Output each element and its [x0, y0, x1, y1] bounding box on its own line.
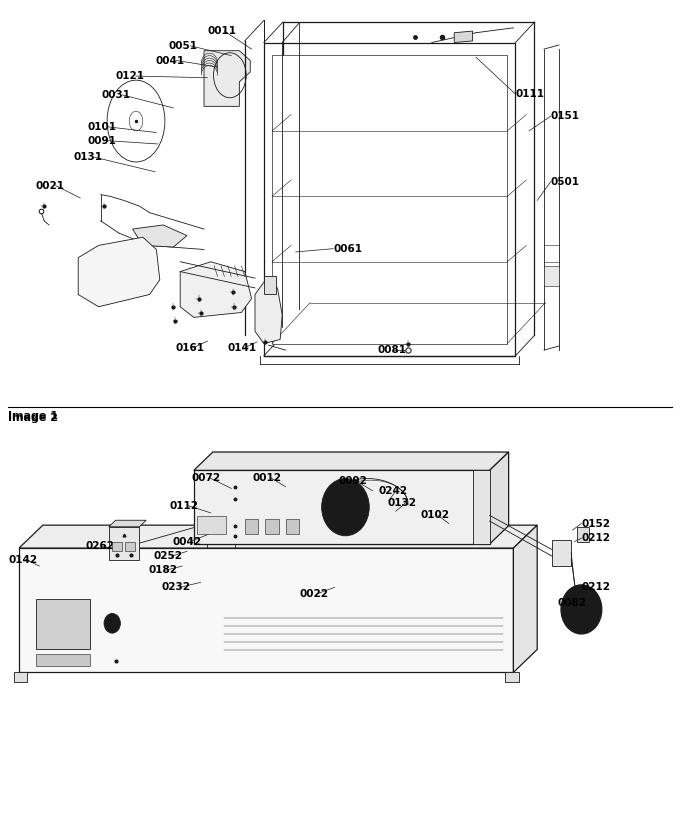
Polygon shape: [194, 470, 490, 544]
Bar: [264, 276, 276, 294]
Polygon shape: [19, 525, 537, 548]
Text: 0021: 0021: [35, 181, 65, 191]
Text: 0112: 0112: [170, 501, 199, 510]
Text: 0042: 0042: [173, 537, 202, 546]
Polygon shape: [505, 672, 519, 682]
Text: 0242: 0242: [378, 486, 407, 496]
Polygon shape: [133, 225, 187, 247]
Circle shape: [573, 600, 590, 619]
Text: 0101: 0101: [87, 122, 116, 132]
Circle shape: [561, 585, 602, 634]
Polygon shape: [577, 527, 589, 542]
Text: 0081: 0081: [377, 345, 407, 355]
Text: 0152: 0152: [581, 519, 611, 528]
Text: 0131: 0131: [73, 152, 103, 162]
Text: 0161: 0161: [175, 343, 205, 353]
Polygon shape: [490, 452, 509, 544]
Text: 0121: 0121: [116, 71, 145, 81]
Polygon shape: [264, 43, 515, 356]
Polygon shape: [204, 51, 250, 106]
Text: 0182: 0182: [148, 565, 177, 575]
Polygon shape: [194, 452, 509, 470]
Text: 0262: 0262: [85, 542, 114, 551]
Text: 0141: 0141: [228, 343, 257, 353]
Text: 0091: 0091: [87, 136, 116, 146]
Bar: [36, 654, 90, 666]
Polygon shape: [552, 540, 571, 566]
Bar: [245, 519, 258, 534]
Bar: [112, 542, 122, 551]
Text: 0102: 0102: [420, 510, 449, 520]
Bar: [36, 599, 90, 649]
Text: 0051: 0051: [169, 41, 198, 51]
Text: Image 2: Image 2: [8, 413, 58, 423]
Text: 0212: 0212: [581, 533, 611, 543]
Bar: [286, 519, 299, 534]
Bar: [125, 542, 135, 551]
Text: 0212: 0212: [581, 582, 611, 592]
Text: 0151: 0151: [551, 111, 580, 121]
Text: 0011: 0011: [207, 26, 237, 36]
Polygon shape: [78, 237, 160, 307]
Polygon shape: [513, 525, 537, 672]
Text: 0012: 0012: [253, 473, 282, 483]
Text: 0041: 0041: [155, 56, 184, 65]
Polygon shape: [180, 262, 252, 317]
Text: 0082: 0082: [558, 598, 587, 608]
Text: 0061: 0061: [333, 244, 362, 254]
Text: 0252: 0252: [154, 551, 183, 561]
Polygon shape: [19, 548, 513, 672]
Polygon shape: [454, 31, 473, 43]
Polygon shape: [14, 672, 27, 682]
Text: 0232: 0232: [162, 582, 191, 592]
Circle shape: [104, 614, 120, 633]
Text: 0501: 0501: [551, 177, 580, 187]
Text: 0111: 0111: [515, 89, 545, 99]
Text: 0142: 0142: [8, 555, 37, 564]
Polygon shape: [473, 470, 490, 544]
Text: Image 1: Image 1: [8, 411, 58, 421]
Bar: [265, 519, 279, 534]
Text: 0072: 0072: [192, 473, 221, 483]
Text: 0022: 0022: [299, 589, 328, 599]
Polygon shape: [255, 282, 282, 344]
Text: 0031: 0031: [102, 90, 131, 100]
Polygon shape: [109, 520, 146, 527]
Polygon shape: [109, 527, 139, 560]
Circle shape: [322, 479, 369, 536]
Bar: [197, 516, 226, 534]
Polygon shape: [544, 266, 559, 286]
Text: 0132: 0132: [388, 498, 417, 508]
Text: 0092: 0092: [339, 476, 367, 486]
Polygon shape: [272, 55, 507, 344]
